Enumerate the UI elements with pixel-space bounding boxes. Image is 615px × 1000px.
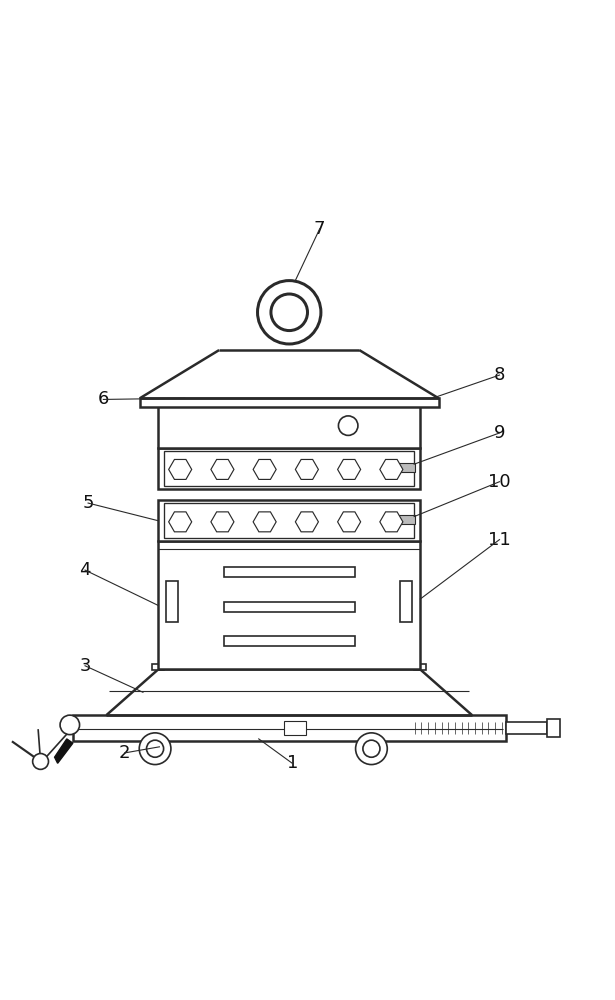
Polygon shape — [55, 739, 73, 763]
Bar — [397, 515, 415, 524]
Bar — [145, 738, 165, 746]
Bar — [224, 602, 355, 612]
Bar — [414, 664, 426, 670]
Bar — [164, 503, 414, 538]
Circle shape — [355, 733, 387, 765]
Bar — [158, 402, 420, 448]
Text: 10: 10 — [488, 473, 511, 491]
Text: 5: 5 — [82, 494, 94, 512]
Bar — [158, 541, 420, 669]
Bar — [158, 448, 420, 489]
Bar — [400, 581, 412, 622]
Bar — [152, 664, 164, 670]
Bar — [361, 738, 382, 746]
Text: 1: 1 — [287, 754, 298, 772]
Text: 6: 6 — [98, 390, 109, 408]
Bar — [224, 567, 355, 577]
Bar — [547, 719, 560, 737]
Text: 8: 8 — [494, 366, 505, 384]
Bar — [158, 500, 420, 541]
Circle shape — [146, 740, 164, 757]
Bar — [284, 721, 306, 735]
Bar — [140, 398, 438, 407]
Circle shape — [139, 733, 171, 765]
Text: 11: 11 — [488, 531, 511, 549]
Circle shape — [271, 294, 308, 331]
Bar — [73, 715, 506, 741]
Bar — [397, 463, 415, 472]
Circle shape — [258, 281, 321, 344]
Bar — [506, 722, 547, 734]
Bar — [166, 581, 178, 622]
Text: 7: 7 — [314, 220, 325, 238]
Text: 9: 9 — [494, 424, 506, 442]
Text: 4: 4 — [79, 561, 91, 579]
Bar — [224, 636, 355, 646]
Bar — [164, 451, 414, 486]
Circle shape — [338, 416, 358, 435]
Circle shape — [60, 715, 79, 735]
Circle shape — [363, 740, 380, 757]
Text: 3: 3 — [79, 657, 91, 675]
Text: 2: 2 — [119, 744, 130, 762]
Circle shape — [33, 754, 49, 769]
